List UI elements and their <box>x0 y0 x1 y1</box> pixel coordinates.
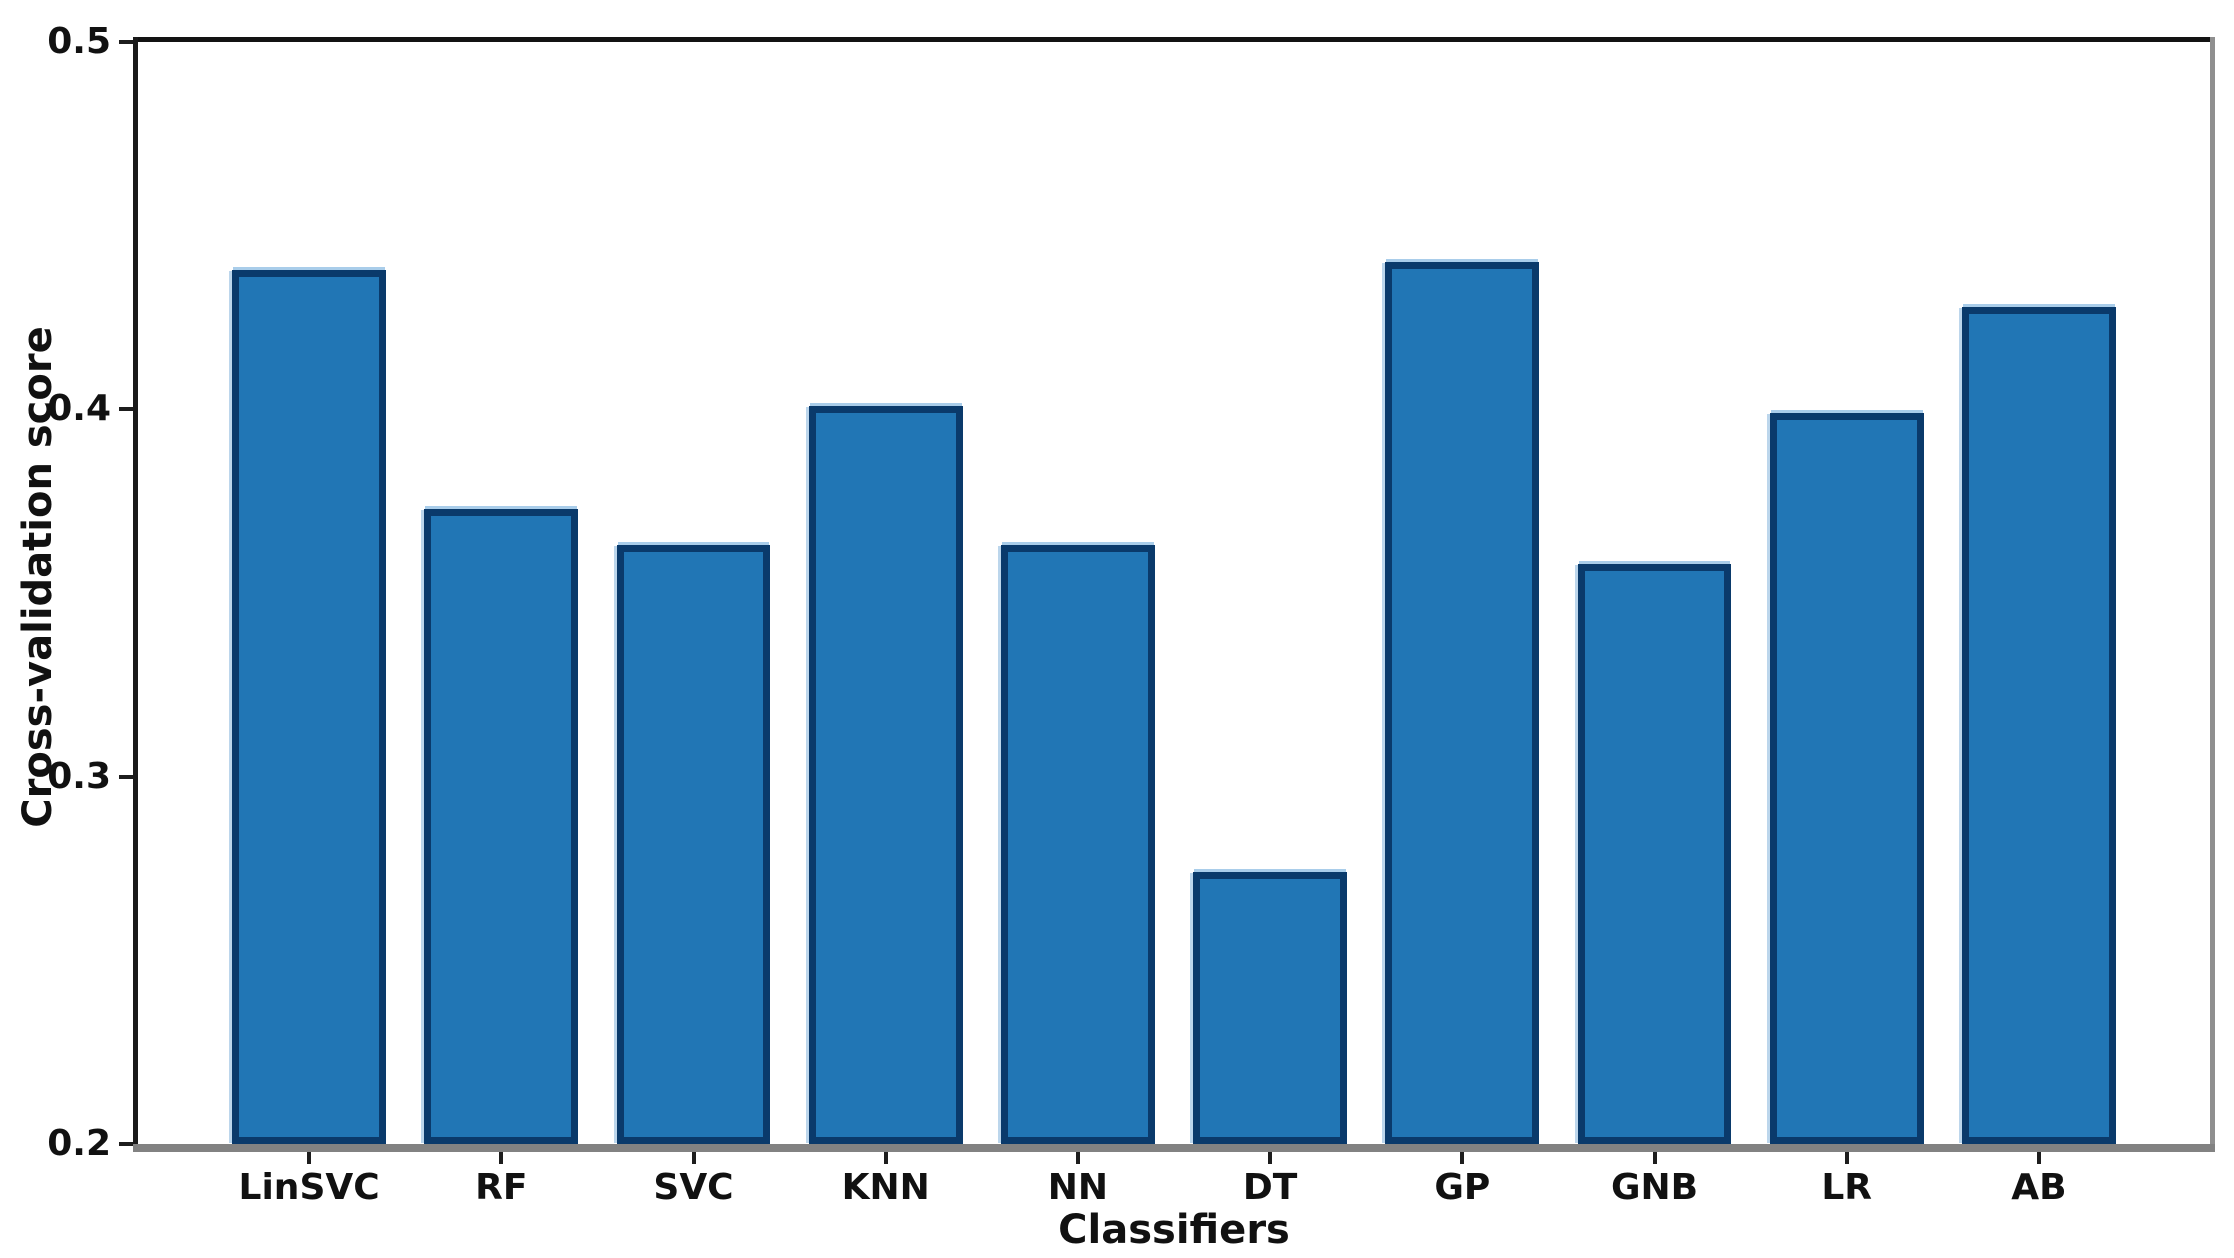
y-tick-label-0.3: 0.3 <box>47 755 111 797</box>
y-tick-mark-0.2 <box>119 1142 133 1146</box>
x-tick-label-RF: RF <box>475 1167 528 1208</box>
x-tick-mark-LinSVC <box>307 1152 312 1164</box>
plot-top-spine <box>133 37 2215 42</box>
x-tick-label-AB: AB <box>2011 1167 2067 1208</box>
x-tick-mark-SVC <box>691 1152 696 1164</box>
bar-AB <box>1962 306 2116 1144</box>
bar-SVC <box>616 545 771 1144</box>
plot-area <box>138 42 2210 1144</box>
x-tick-label-NN: NN <box>1047 1167 1109 1208</box>
bar-DT <box>1193 872 1347 1144</box>
bar-RF <box>424 508 579 1144</box>
x-tick-mark-NN <box>1075 1152 1080 1164</box>
x-tick-mark-DT <box>1268 1152 1273 1164</box>
y-axis-label: Cross-validation score <box>15 326 61 828</box>
x-tick-mark-GNB <box>1652 1152 1657 1164</box>
plot-right-spine <box>2210 37 2215 1152</box>
y-tick-mark-0.4 <box>119 407 133 412</box>
y-tick-label-0.4: 0.4 <box>47 388 111 430</box>
y-tick-mark-0.5 <box>119 40 133 44</box>
bar-GP <box>1385 262 1540 1144</box>
x-axis-label: Classifiers <box>1058 1207 1290 1253</box>
bar-GNB <box>1577 563 1732 1144</box>
x-tick-label-LinSVC: LinSVC <box>238 1167 380 1208</box>
y-tick-label-0.2: 0.2 <box>47 1123 111 1164</box>
bar-LinSVC <box>232 269 386 1144</box>
x-tick-mark-LR <box>1844 1152 1849 1164</box>
x-tick-label-GP: GP <box>1434 1167 1491 1208</box>
x-tick-label-DT: DT <box>1242 1167 1298 1208</box>
plot-bottom-spine <box>133 1144 2215 1152</box>
x-tick-label-LR: LR <box>1821 1167 1873 1208</box>
plot-left-spine <box>133 37 138 1152</box>
x-tick-label-KNN: KNN <box>841 1167 930 1208</box>
x-tick-mark-GP <box>1460 1152 1465 1164</box>
x-tick-mark-AB <box>2036 1152 2041 1164</box>
bar-NN <box>1001 545 1155 1144</box>
bar-KNN <box>808 405 963 1144</box>
x-tick-mark-KNN <box>883 1152 888 1164</box>
x-tick-label-GNB: GNB <box>1610 1167 1699 1208</box>
x-tick-mark-RF <box>499 1152 504 1164</box>
bar-LR <box>1769 413 1924 1144</box>
x-tick-label-SVC: SVC <box>653 1167 734 1208</box>
y-tick-mark-0.3 <box>119 774 133 779</box>
y-tick-label-0.5: 0.5 <box>47 21 111 62</box>
